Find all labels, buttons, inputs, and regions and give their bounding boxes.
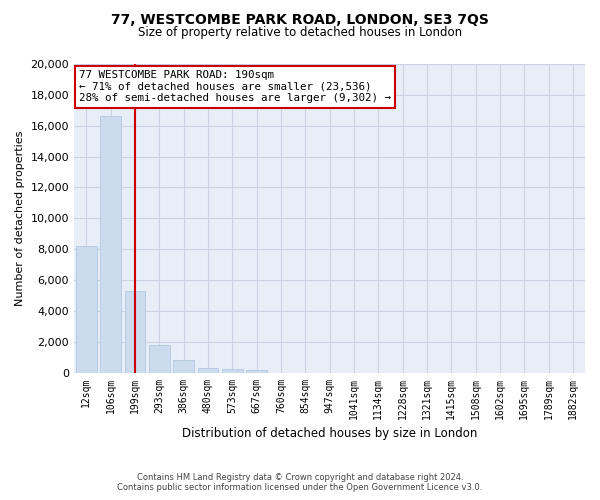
Bar [222, 369, 242, 372]
Bar [76, 246, 97, 372]
Bar [197, 368, 218, 372]
Bar [100, 116, 121, 372]
Bar [173, 360, 194, 372]
Y-axis label: Number of detached properties: Number of detached properties [15, 130, 25, 306]
Bar [125, 291, 145, 372]
X-axis label: Distribution of detached houses by size in London: Distribution of detached houses by size … [182, 427, 477, 440]
Text: Size of property relative to detached houses in London: Size of property relative to detached ho… [138, 26, 462, 39]
Text: 77, WESTCOMBE PARK ROAD, LONDON, SE3 7QS: 77, WESTCOMBE PARK ROAD, LONDON, SE3 7QS [111, 12, 489, 26]
Bar [246, 370, 267, 372]
Bar [149, 345, 170, 372]
Text: Contains HM Land Registry data © Crown copyright and database right 2024.
Contai: Contains HM Land Registry data © Crown c… [118, 473, 482, 492]
Text: 77 WESTCOMBE PARK ROAD: 190sqm
← 71% of detached houses are smaller (23,536)
28%: 77 WESTCOMBE PARK ROAD: 190sqm ← 71% of … [79, 70, 391, 103]
